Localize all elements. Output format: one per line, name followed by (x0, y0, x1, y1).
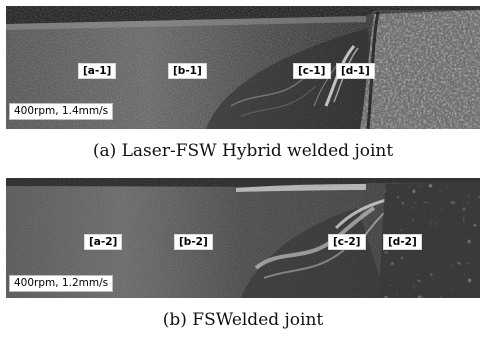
micrograph-fs-welded: [a-2] [b-2] [c-2] [d-2] 400rpm, 1.2mm/s (6, 178, 480, 298)
caption-a: (a) Laser-FSW Hybrid welded joint (92, 141, 394, 161)
process-params-b: 400rpm, 1.2mm/s (9, 275, 114, 292)
zone-label-c1: [c-1] (293, 63, 331, 79)
zone-label-b2: [b-2] (174, 234, 213, 250)
micrograph-laser-fsw-hybrid: [a-1] [b-1] [c-1] [d-1] 400rpm, 1.4mm/s (6, 6, 480, 129)
zone-label-c2: [c-2] (328, 234, 366, 250)
zone-label-a2: [a-2] (84, 234, 123, 250)
zone-label-d2: [d-2] (383, 234, 422, 250)
zone-label-a1: [a-1] (78, 63, 117, 79)
zone-label-b1: [b-1] (168, 63, 207, 79)
process-params-a: 400rpm, 1.4mm/s (9, 103, 114, 120)
zone-label-d1: [d-1] (336, 63, 375, 79)
caption-b: (b) FSWelded joint (162, 310, 324, 330)
